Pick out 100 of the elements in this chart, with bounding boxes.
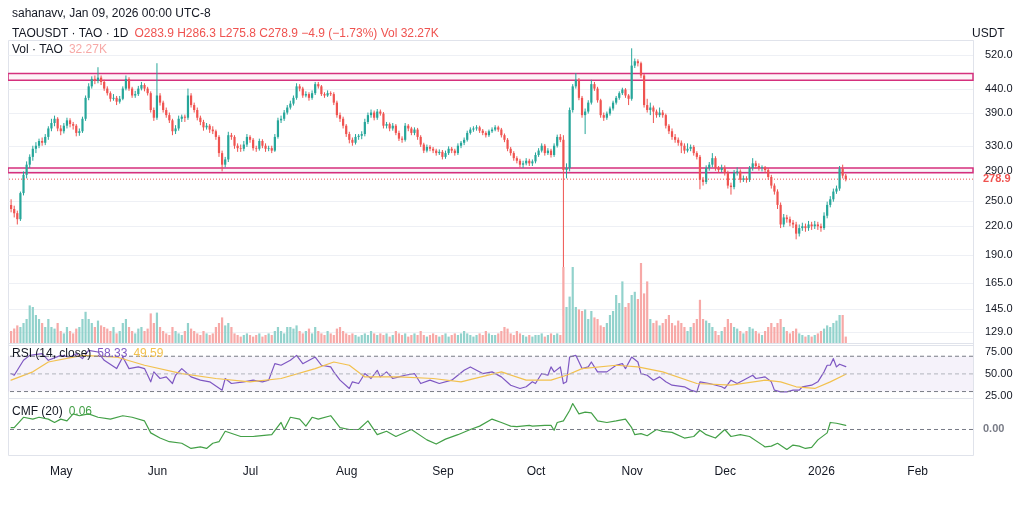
chart-title: TAOUSDT · TAO · 1D	[12, 26, 129, 40]
bar	[549, 333, 553, 343]
bar	[503, 327, 506, 343]
y-tick-label: 50.00	[985, 366, 1013, 379]
bar	[649, 319, 652, 343]
x-tick-label: Sep	[432, 463, 454, 478]
bar	[602, 327, 605, 343]
bar	[580, 311, 584, 343]
x-tick-label: Dec	[714, 463, 736, 478]
bar	[295, 325, 298, 343]
bar	[323, 335, 326, 343]
y-tick-label: 25.00	[985, 388, 1013, 401]
bar	[785, 331, 788, 343]
bar	[584, 309, 587, 343]
bar	[639, 263, 643, 343]
bar	[537, 335, 540, 343]
candlestick	[670, 127, 674, 141]
bar	[72, 333, 75, 343]
candlestick	[41, 136, 44, 147]
candlestick	[432, 146, 435, 154]
bar	[221, 317, 224, 343]
bar	[342, 331, 345, 343]
bar	[779, 319, 782, 343]
bar	[667, 315, 671, 343]
bar	[224, 325, 227, 343]
bar	[463, 331, 466, 343]
bar	[571, 267, 574, 343]
bar	[183, 331, 186, 343]
bar	[791, 331, 795, 343]
y-tick-label: 440.0	[985, 81, 1013, 94]
bar	[149, 313, 152, 343]
candlestick	[838, 165, 841, 192]
candlestick	[463, 136, 466, 146]
bar	[714, 331, 717, 343]
bar	[112, 327, 115, 343]
x-tick-label: Aug	[336, 463, 358, 478]
bar	[28, 305, 31, 343]
x-tick-label: Nov	[621, 463, 643, 478]
bar	[596, 319, 599, 343]
bar	[96, 320, 100, 343]
bar	[47, 319, 50, 343]
bar	[193, 331, 196, 343]
bar	[158, 327, 162, 343]
bar	[677, 320, 680, 343]
y-tick-label: 75.00	[985, 344, 1013, 357]
bar	[698, 299, 702, 343]
bar	[757, 333, 760, 343]
bar	[829, 327, 832, 343]
bar	[633, 291, 636, 343]
x-tick-label: Feb	[907, 463, 929, 478]
bar	[621, 281, 624, 343]
bar	[459, 333, 463, 343]
bar	[317, 331, 320, 343]
bar	[31, 307, 34, 343]
y-axis-title: USDT	[972, 26, 1005, 40]
bar	[369, 331, 373, 343]
y-tick-label: 330.0	[985, 138, 1013, 151]
bar	[664, 319, 667, 343]
bar	[590, 311, 593, 343]
bar	[627, 303, 630, 343]
bar	[484, 331, 487, 343]
bar	[53, 328, 56, 343]
bar	[292, 328, 295, 343]
y-tick-label: 250.0	[985, 193, 1013, 206]
bar	[90, 323, 93, 343]
bar	[65, 327, 69, 343]
bar	[174, 331, 177, 343]
bar	[674, 325, 677, 343]
bar	[593, 317, 596, 343]
bar	[227, 323, 230, 343]
candlestick	[764, 165, 767, 174]
y-tick-label: 390.0	[985, 105, 1013, 118]
annotation: 32.27K	[68, 42, 107, 56]
bar	[732, 327, 736, 343]
candlestick	[515, 155, 518, 164]
bar	[214, 327, 217, 343]
bar	[770, 323, 773, 343]
bar	[624, 307, 627, 343]
x-tick-label: May	[49, 463, 73, 478]
bar	[717, 335, 720, 343]
bar	[22, 323, 25, 343]
bar	[506, 328, 509, 343]
bar	[562, 267, 565, 343]
bar	[655, 320, 658, 343]
bar	[155, 312, 159, 343]
bar	[273, 331, 276, 343]
bar	[419, 331, 422, 343]
chart-title: Vol · TAO	[12, 42, 63, 56]
candlestick	[819, 223, 823, 233]
bar	[726, 319, 729, 343]
annotation: 49.59	[133, 346, 164, 360]
bar	[680, 323, 683, 343]
y-tick-label: 190.0	[985, 248, 1013, 261]
bar	[162, 331, 165, 343]
y-tick-label: 145.0	[985, 302, 1013, 315]
bar	[646, 281, 649, 343]
y-tick-label: 165.0	[985, 276, 1013, 289]
bar	[776, 323, 779, 343]
bar	[186, 323, 190, 343]
bar	[276, 327, 280, 343]
